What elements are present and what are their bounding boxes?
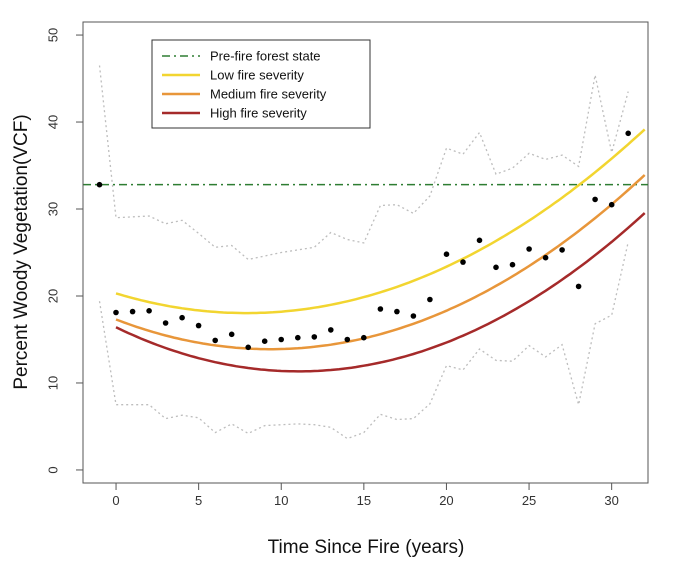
y-tick-label: 40 — [46, 115, 61, 129]
data-point — [542, 254, 549, 261]
legend-label-2: Low fire severity — [210, 68, 304, 83]
x-tick-label: 30 — [604, 493, 618, 508]
data-point — [96, 181, 103, 188]
data-point — [146, 308, 152, 314]
y-tick-label: 50 — [46, 28, 61, 42]
data-point — [526, 246, 532, 252]
data-point — [575, 283, 582, 290]
data-points — [96, 130, 631, 351]
data-point — [295, 334, 301, 341]
y-axis-label: Percent Woody Vegetation(VCF) — [11, 114, 32, 389]
data-point — [195, 322, 202, 329]
x-tick-label: 0 — [112, 493, 119, 508]
data-point — [394, 308, 400, 315]
data-point — [129, 308, 136, 315]
x-tick-label: 15 — [357, 493, 371, 508]
data-point — [311, 334, 318, 340]
data-point — [592, 196, 598, 203]
data-point — [509, 261, 516, 268]
legend-label-1: Pre-fire forest state — [210, 49, 321, 64]
y-tick-label: 20 — [46, 289, 61, 303]
band-upper-line — [98, 65, 629, 261]
x-tick-label: 25 — [522, 493, 536, 508]
fitted-curves — [115, 128, 646, 373]
data-point — [212, 337, 218, 344]
legend-label-3: Medium fire severity — [210, 87, 327, 102]
data-point — [344, 336, 351, 343]
data-point — [493, 264, 499, 271]
data-point — [361, 334, 367, 341]
y-tick-label: 30 — [46, 202, 61, 216]
data-point — [476, 237, 483, 244]
data-point — [559, 247, 565, 253]
curve-1 — [115, 128, 646, 315]
data-point — [162, 320, 169, 326]
data-point — [608, 201, 615, 208]
data-point — [377, 306, 384, 312]
data-point — [328, 327, 334, 333]
y-tick-label: 0 — [46, 466, 61, 473]
data-point — [228, 331, 235, 338]
band-lower-line — [98, 241, 629, 440]
data-point — [443, 251, 450, 257]
x-axis: 0 5 10 15 20 25 30 — [112, 482, 619, 508]
x-tick-label: 10 — [274, 493, 288, 508]
y-axis: 0 10 20 30 40 50 — [46, 28, 84, 474]
x-tick-label: 20 — [439, 493, 453, 508]
confidence-band — [98, 65, 629, 440]
data-point — [179, 314, 185, 321]
data-point — [427, 296, 433, 303]
data-point — [278, 336, 285, 343]
legend-label-4: High fire severity — [210, 106, 307, 121]
y-tick-label: 10 — [46, 376, 61, 390]
x-tick-label: 5 — [195, 493, 202, 508]
data-point — [113, 309, 119, 316]
x-axis-label: Time Since Fire (years) — [268, 537, 465, 558]
data-point — [460, 259, 466, 265]
curve-3 — [115, 212, 646, 373]
data-point — [410, 313, 417, 319]
curve-2 — [115, 174, 646, 351]
data-point — [245, 344, 251, 351]
data-point — [261, 338, 268, 345]
legend: Pre-fire forest state Low fire severity Me… — [151, 39, 371, 129]
data-point — [625, 130, 631, 137]
